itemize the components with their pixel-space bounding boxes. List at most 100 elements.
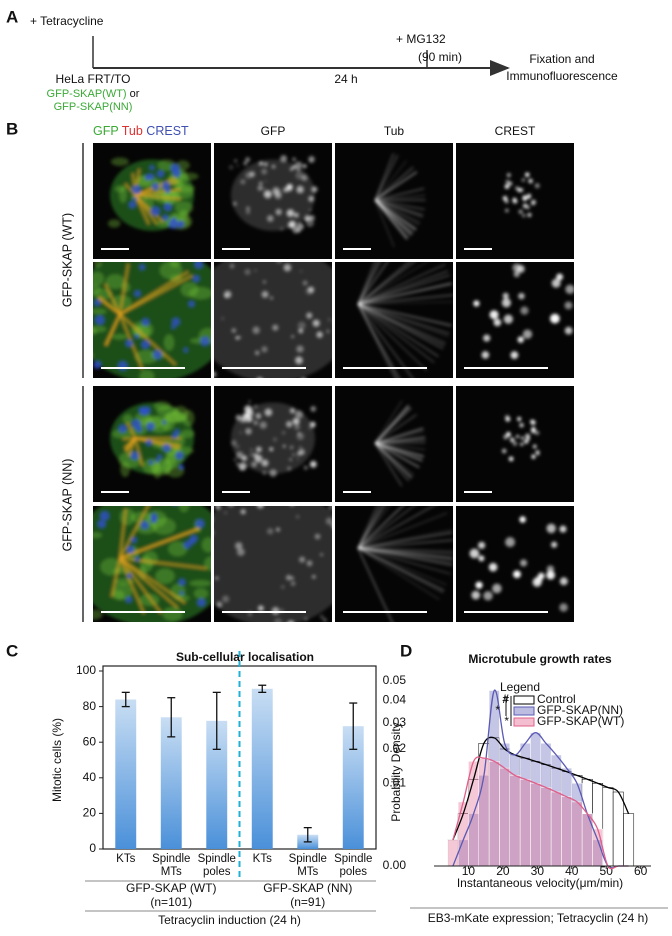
- kinetochore: [519, 559, 528, 567]
- y-tick-label: 0.00: [383, 858, 407, 872]
- speckle: [328, 318, 331, 321]
- merge-header: GFP Tub CREST: [93, 124, 189, 138]
- drug-label: + MG132: [396, 32, 446, 46]
- panel-letter: D: [400, 641, 412, 660]
- legend-label: GFP-SKAP(WT): [537, 714, 624, 728]
- cell-signal: [188, 287, 211, 300]
- kinetochore: [520, 306, 529, 315]
- micrograph-content: [469, 516, 568, 612]
- histogram-bar: [488, 761, 500, 867]
- kinetochore: [520, 442, 524, 446]
- microtubule: [357, 262, 410, 305]
- footer: EB3-mKate expression; Tetracyclin (24 h): [428, 911, 649, 925]
- speckle: [320, 553, 323, 556]
- speckle: [231, 328, 236, 333]
- microtubule: [357, 506, 415, 549]
- microtubule: [374, 400, 403, 444]
- microtubule: [374, 442, 424, 458]
- y-tick-label: 60: [83, 734, 97, 748]
- speckle: [316, 331, 323, 338]
- kinetochore: [481, 351, 490, 359]
- microtubule: [357, 506, 404, 549]
- kinetochore: [518, 209, 523, 214]
- speckle: [292, 157, 296, 162]
- speckle: [289, 445, 294, 450]
- microtubule: [357, 547, 453, 559]
- microtubule: [374, 404, 409, 444]
- micrograph-content: [374, 153, 426, 248]
- cell-signal: [93, 262, 103, 268]
- y-tick-label: 20: [83, 806, 97, 820]
- kinetochore-signal: [145, 439, 153, 446]
- microtubule: [357, 262, 375, 305]
- speckle: [216, 601, 223, 608]
- kinetochore: [551, 278, 561, 288]
- cell-line: HeLa FRT/TO: [56, 72, 131, 86]
- microtubule: [374, 199, 417, 231]
- kinetochore-signal: [161, 181, 170, 190]
- cell-signal: [93, 353, 94, 358]
- kinetochore: [505, 208, 509, 213]
- microtubule: [357, 512, 448, 549]
- microtubule: [357, 506, 384, 549]
- microtubule: [357, 262, 378, 305]
- kinetochore: [531, 454, 535, 458]
- speckle: [295, 171, 303, 180]
- speckle: [257, 506, 264, 509]
- speckle: [290, 167, 293, 171]
- x-tick-label: 40: [565, 864, 579, 878]
- speckle: [228, 506, 234, 508]
- speckle: [282, 431, 286, 435]
- speckle: [323, 618, 327, 622]
- cell-signal: [163, 334, 175, 351]
- kinetochore: [502, 195, 508, 201]
- speckle: [264, 162, 268, 167]
- histogram-bar: [509, 775, 521, 867]
- kinetochore: [483, 591, 493, 601]
- cell-signal: [93, 328, 98, 335]
- kinetochore: [524, 439, 529, 444]
- speckle: [302, 377, 305, 378]
- microtubule: [357, 303, 428, 372]
- kinetochore-signal: [155, 458, 160, 463]
- microtubule: [374, 430, 425, 444]
- speckle: [296, 457, 300, 460]
- kinetochore: [525, 433, 531, 439]
- endpoint: Immunofluorescence: [506, 69, 618, 83]
- group-label: GFP-SKAP (WT): [126, 881, 216, 895]
- speckle: [224, 511, 227, 514]
- spindle-signal: [103, 283, 122, 315]
- micrograph-content: [107, 157, 199, 231]
- kinetochore-signal: [97, 519, 106, 529]
- microtubule: [374, 199, 408, 240]
- speckle: [272, 187, 280, 195]
- speckle: [309, 421, 316, 428]
- construct: GFP-SKAP(WT): [47, 88, 127, 100]
- x-tick-label: 60: [634, 864, 648, 878]
- spindle-signal: [119, 274, 194, 316]
- microtubule: [374, 442, 423, 461]
- kinetochore: [525, 172, 530, 177]
- group-label: GFP-SKAP (NN): [263, 881, 352, 895]
- speckle: [222, 595, 230, 603]
- speckle: [261, 346, 268, 353]
- speckle: [297, 432, 300, 435]
- speckle: [253, 452, 259, 458]
- histogram-bar: [457, 801, 469, 867]
- kinetochore: [513, 570, 521, 579]
- kinetochore-signal: [140, 520, 150, 530]
- speckle: [283, 624, 288, 629]
- microtubule: [357, 274, 450, 305]
- microtubule: [357, 547, 453, 567]
- column-header: GFP: [261, 124, 286, 138]
- speckle: [290, 576, 294, 580]
- speckle: [215, 576, 219, 580]
- speckle: [238, 336, 241, 339]
- kinetochore-signal: [149, 165, 155, 171]
- histogram-bar: [561, 796, 573, 867]
- cell-signal: [93, 308, 107, 315]
- microtubule: [357, 262, 428, 305]
- microtubule: [357, 303, 444, 350]
- microtubule: [357, 506, 435, 549]
- speckle: [229, 263, 235, 269]
